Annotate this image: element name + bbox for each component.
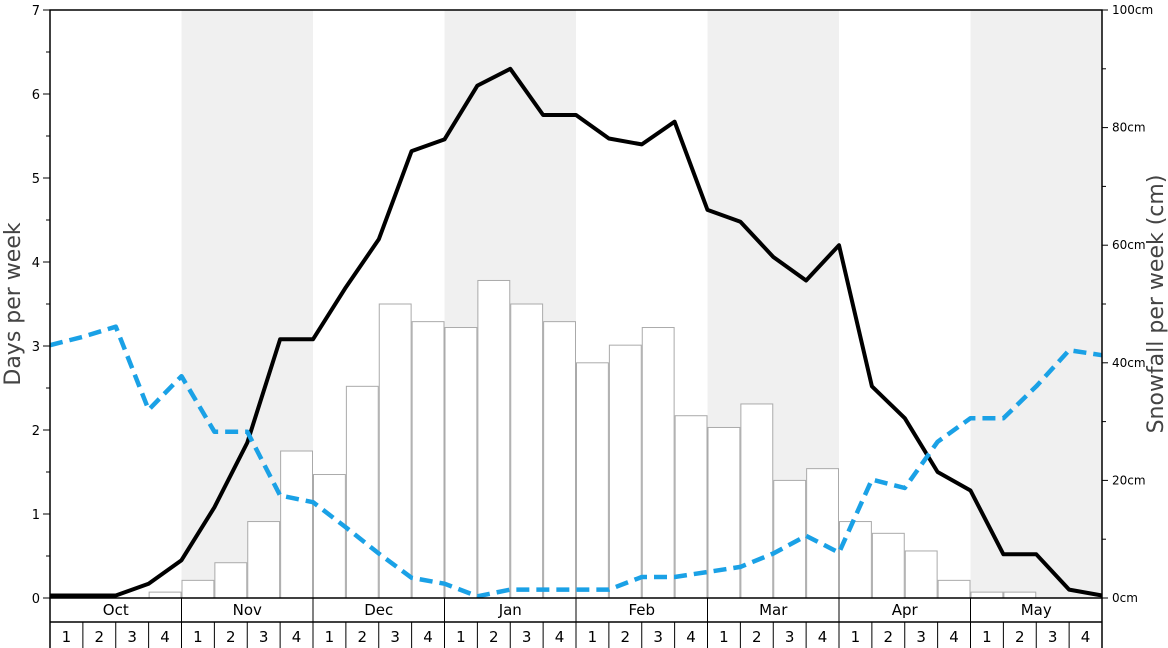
week-label: 3 [653,628,663,646]
left-tick-label: 4 [32,256,40,271]
y-axis-title-right: Snowfall per week (cm) [1144,175,1168,434]
week-label: 2 [1015,628,1025,646]
week-label: 4 [555,628,565,646]
snowfall-bar [378,303,412,599]
month-label: Feb [628,601,655,619]
snowfall-bar [674,415,708,599]
snowfall-bar [970,591,1004,599]
week-label: 3 [916,628,926,646]
left-tick-label: 0 [32,592,40,607]
snowfall-bar [444,327,478,599]
week-label: 2 [621,628,631,646]
week-label: 2 [752,628,762,646]
snowfall-bar [1003,591,1037,599]
snowfall-bar [477,279,511,599]
month-label: Oct [103,601,129,619]
left-tick-label: 2 [32,424,40,439]
snowfall-bar [707,426,741,599]
week-label: 3 [785,628,795,646]
week-label: 2 [489,628,499,646]
week-label: 2 [226,628,236,646]
snowfall-bar [148,591,182,599]
snowfall-bar [510,303,544,599]
month-label: Mar [759,601,788,619]
right-tick-label: 20cm [1112,473,1146,487]
left-tick-label: 7 [32,4,40,19]
snowfall-bar [543,321,576,599]
week-label: 2 [358,628,368,646]
month-label: Apr [892,601,919,619]
snowfall-bar [740,403,774,599]
week-label: 2 [95,628,105,646]
right-tick-label: 100cm [1112,3,1153,17]
left-tick-label: 5 [32,172,40,187]
month-label: Nov [233,601,262,619]
week-label: 4 [949,628,959,646]
x-axis: Oct 1 2 3 4 Nov 1 2 3 4 Dec 1 2 3 4 Jan 1 2 3 4 Feb 1 2 3 4 Mar 1 2… [49,598,1103,648]
week-label: 3 [127,628,137,646]
y-axis-title-left: Days per week [1,222,26,385]
week-label: 1 [719,628,729,646]
shade-may [970,10,1102,598]
month-label: Jan [498,601,522,619]
week-label: 1 [588,628,598,646]
snowfall-bar [280,450,313,599]
right-tick-label: 60cm [1112,238,1146,252]
week-label: 1 [325,628,335,646]
week-label: 4 [292,628,302,646]
week-label: 3 [1048,628,1058,646]
week-label: 4 [818,628,828,646]
week-label: 3 [390,628,400,646]
snowfall-bar [871,532,905,599]
snowfall-bar [411,321,445,599]
week-label: 1 [456,628,466,646]
right-tick-label: 80cm [1112,121,1146,135]
snowfall-bar [937,579,971,599]
day-lines [49,66,1103,599]
month-label: Dec [364,601,393,619]
snowfall-bar [345,385,379,599]
snowfall-bar [181,579,215,599]
week-label: 3 [522,628,532,646]
snowfall-bar [214,562,248,599]
week-label: 1 [62,628,72,646]
right-axis-ticks: 0cm 20cm 40cm 60cm 80cm 100cm [1102,3,1153,605]
snowfall-bar [608,344,642,599]
right-tick-label: 40cm [1112,356,1146,370]
snowfall-bar [641,327,675,599]
dashed-blue-line [49,324,1103,599]
week-label: 1 [982,628,992,646]
month-label: May [1021,601,1052,619]
week-label: 1 [193,628,203,646]
week-label: 4 [423,628,433,646]
week-label: 1 [851,628,861,646]
snowfall-bar [806,468,839,599]
snowfall-bar [904,550,938,599]
left-tick-label: 1 [32,508,40,523]
snowfall-bar [773,479,807,599]
snowfall-bar [313,474,346,599]
snowfall-bar [576,362,609,599]
right-tick-label: 0cm [1112,591,1138,605]
week-label: 4 [1081,628,1091,646]
left-axis-ticks: 0 1 2 3 4 5 6 7 [32,4,50,607]
week-label: 2 [884,628,894,646]
week-label: 4 [686,628,696,646]
week-label: 3 [259,628,269,646]
week-label: 4 [160,628,170,646]
snowfall-bar [839,521,872,599]
left-tick-label: 6 [32,88,40,103]
left-tick-label: 3 [32,340,40,355]
snowfall-bar [247,521,281,599]
